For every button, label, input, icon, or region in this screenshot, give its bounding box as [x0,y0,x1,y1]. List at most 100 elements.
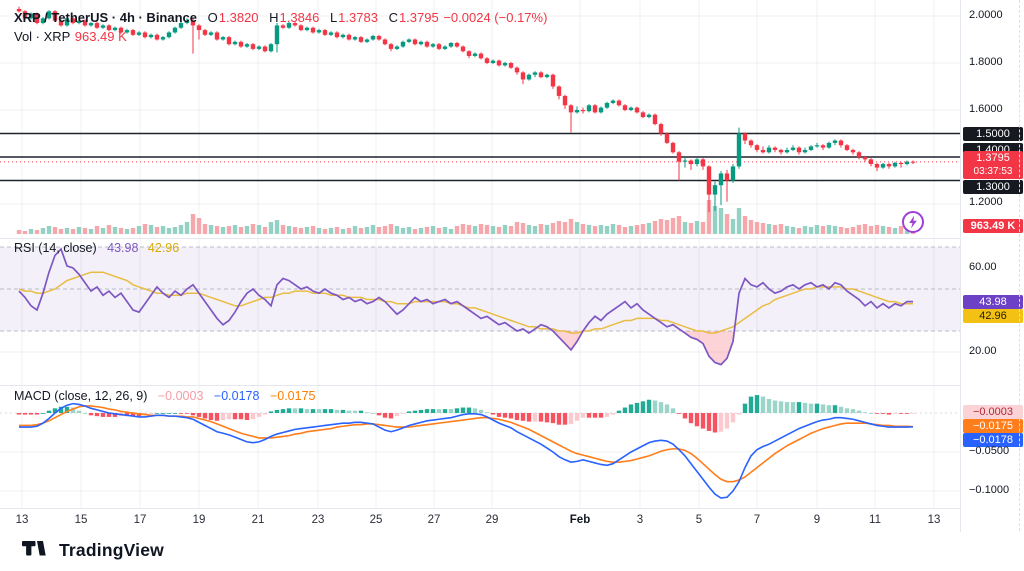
volume-bar [838,227,844,234]
volume-bar [478,224,484,234]
volume-label[interactable]: Vol · XRP [14,29,71,44]
volume-bar [88,229,94,234]
volume-bar [370,225,376,234]
candle-body [544,74,550,78]
candle-body [886,164,892,167]
macd-pane[interactable] [0,386,960,508]
pane-divider-price-rsi[interactable] [0,238,960,239]
candle-body [526,74,532,80]
volume-bar [340,229,346,234]
candle-body [268,44,274,52]
time-tick-label: 3 [636,514,644,526]
macd-histogram-bar [280,409,286,413]
rsi-pane[interactable] [0,239,960,386]
candle-body [376,35,382,40]
macd-histogram-bar [292,408,298,413]
volume-bar [136,226,142,234]
candle-body [142,32,148,38]
volume-bar [826,225,832,234]
candle-body [64,18,70,26]
candle-body [724,173,730,181]
macd-histogram-bar [682,413,688,419]
volume-bar [178,225,184,234]
candle-body [106,25,112,31]
macd-histogram-bar [820,404,826,413]
candle-body [514,67,520,73]
candle-body [112,27,118,31]
candle-body [352,37,358,40]
volume-bar [364,227,370,234]
macd-histogram-bar [358,410,364,413]
volume-bar [796,228,802,234]
macd-histogram-bar [646,399,652,413]
macd-histogram-bar [184,413,190,414]
price-pane[interactable] [0,0,960,239]
candle-body [808,146,814,150]
macd-histogram-bar [880,413,886,414]
time-tick-label: Feb [569,514,591,526]
price-axis-scale[interactable]: 2.0000 1.8000 1.6000 1.5000 1.4000 1.3795 03:3… [960,0,1024,532]
volume-bar [100,228,106,234]
macd-histogram-bar [538,413,544,422]
flash-icon[interactable] [901,210,925,234]
macd-label[interactable]: MACD (close, 12, 26, 9) [14,389,148,403]
symbol-title[interactable]: XRP / TetherUS · 4h · Binance [14,10,198,25]
tradingview-logo[interactable]: TradingView [22,540,164,561]
candle-body [424,41,430,47]
macd-histogram-bar [742,403,748,413]
macd-histogram-bar [172,413,178,414]
change-value: −0.0024 (−0.17%) [443,10,548,25]
volume-bar [310,226,316,234]
time-tick-label: 25 [369,514,383,526]
macd-histogram-bar [496,413,502,417]
tradingview-logo-icon [22,541,46,556]
candle-body [796,147,802,153]
candle-body [202,30,208,35]
volume-bar [652,221,658,234]
time-tick-label: 7 [753,514,761,526]
macd-histogram-bar [448,409,454,413]
macd-histogram-bar [340,409,346,413]
volume-bar [730,219,736,234]
volume-bar [514,222,520,234]
candle-body [484,58,490,63]
candle-body [346,34,352,40]
macd-histogram-bar [76,410,82,413]
volume-bar [802,226,808,234]
volume-bar [694,221,700,234]
candle-body [124,30,130,33]
high-label: H [269,10,279,25]
volume-bar [412,229,418,234]
macd-histogram-bar [316,409,322,413]
candle-body [250,44,256,49]
volume-bar [490,226,496,234]
candle-body [40,18,46,24]
candle-body [850,149,856,153]
chart-right-edge [1019,0,1020,531]
volume-bar [724,214,730,234]
time-axis-scale[interactable]: 13 15 17 19 21 23 25 27 29 Feb 3 5 7 9 11 13 [0,508,1024,534]
rsi-label[interactable]: RSI (14, close) [14,241,97,255]
volume-bar [346,228,352,234]
volume-bar [880,226,886,234]
candle-body [316,30,322,33]
footer-bar: TradingView [0,533,1024,571]
candle-body [598,107,604,113]
candle-body [700,159,706,167]
symbol-legend: XRP / TetherUS · 4h · Binance O1.3820 H1… [14,8,547,46]
macd-histogram-bar [226,413,232,420]
volume-bar [820,226,826,234]
pane-divider-rsi-macd[interactable] [0,385,960,386]
candle-body [358,37,364,42]
candle-body [304,27,310,31]
macd-histogram-bar [154,413,160,414]
rsi-oversold-fill [682,331,735,365]
axis-tick-label: 1.6000 [969,103,1003,115]
candle-body [754,145,760,150]
volume-bar [574,222,580,234]
macd-histogram-bar [256,413,262,417]
candle-body [682,160,688,162]
candle-body [478,53,484,59]
macd-histogram-bar [220,413,226,421]
macd-histogram-bar [40,413,46,414]
